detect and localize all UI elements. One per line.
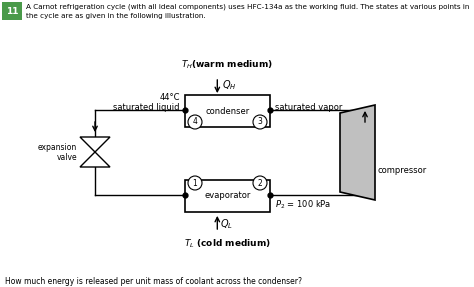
Text: $P_2$ = 100 kPa: $P_2$ = 100 kPa: [275, 199, 331, 211]
Polygon shape: [340, 105, 375, 200]
Text: the cycle are as given in the following illustration.: the cycle are as given in the following …: [26, 13, 206, 19]
Bar: [185, 180, 270, 212]
Text: 1: 1: [192, 179, 197, 187]
Text: valve: valve: [56, 154, 77, 162]
Text: $T_H$(warm medium): $T_H$(warm medium): [181, 59, 273, 71]
Text: expansion: expansion: [38, 144, 77, 152]
Text: 2: 2: [258, 179, 263, 187]
Text: condenser: condenser: [205, 106, 250, 115]
Text: evaporator: evaporator: [204, 191, 251, 201]
Circle shape: [188, 176, 202, 190]
Text: 11: 11: [6, 7, 18, 15]
Text: compressor: compressor: [378, 166, 427, 175]
Text: A Carnot refrigeration cycle (with all ideal components) uses HFC-134a as the wo: A Carnot refrigeration cycle (with all i…: [26, 4, 469, 10]
Text: saturated vapor: saturated vapor: [275, 102, 342, 112]
Text: $T_L$ (cold medium): $T_L$ (cold medium): [184, 238, 271, 250]
Circle shape: [253, 176, 267, 190]
Bar: [2, 2, 22, 20]
Text: How much energy is released per unit mass of coolant across the condenser?: How much energy is released per unit mas…: [5, 276, 302, 286]
Polygon shape: [80, 137, 110, 152]
Bar: [185, 95, 270, 127]
Polygon shape: [80, 152, 110, 167]
Text: $Q_H$: $Q_H$: [222, 78, 237, 92]
Text: $Q_L$: $Q_L$: [220, 217, 233, 231]
Text: saturated liquid: saturated liquid: [113, 102, 180, 112]
Text: 4: 4: [192, 117, 198, 127]
Text: 44°C: 44°C: [159, 94, 180, 102]
Circle shape: [253, 115, 267, 129]
Text: 3: 3: [257, 117, 263, 127]
Circle shape: [188, 115, 202, 129]
